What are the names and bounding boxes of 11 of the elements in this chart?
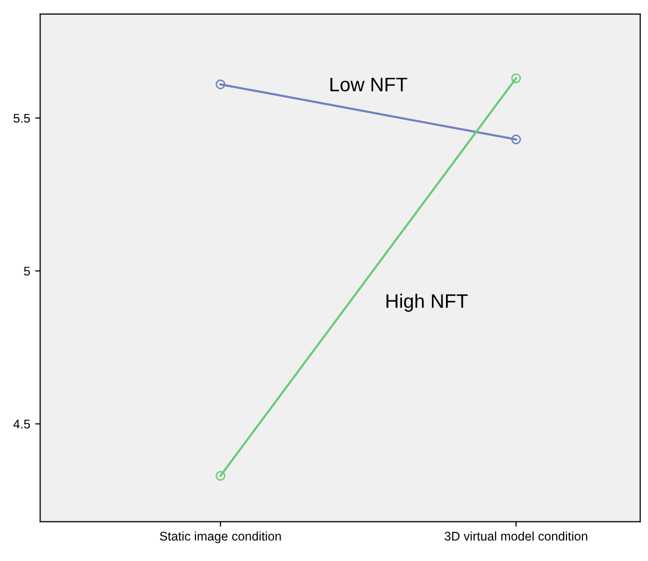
series-label: High NFT — [386, 294, 468, 312]
series-label: Low NFT — [330, 78, 408, 92]
point — [511, 73, 521, 84]
x-tick-label: 3D virtual model condition — [444, 531, 588, 541]
x-tick-label: Static image condition — [160, 531, 281, 544]
y-tick-label: 5.5 — [14, 114, 30, 123]
point — [216, 80, 226, 90]
y-tick-label: 5 — [24, 266, 30, 276]
point — [216, 470, 226, 481]
y-tick-label: 4.5 — [13, 420, 30, 429]
point — [511, 134, 521, 144]
